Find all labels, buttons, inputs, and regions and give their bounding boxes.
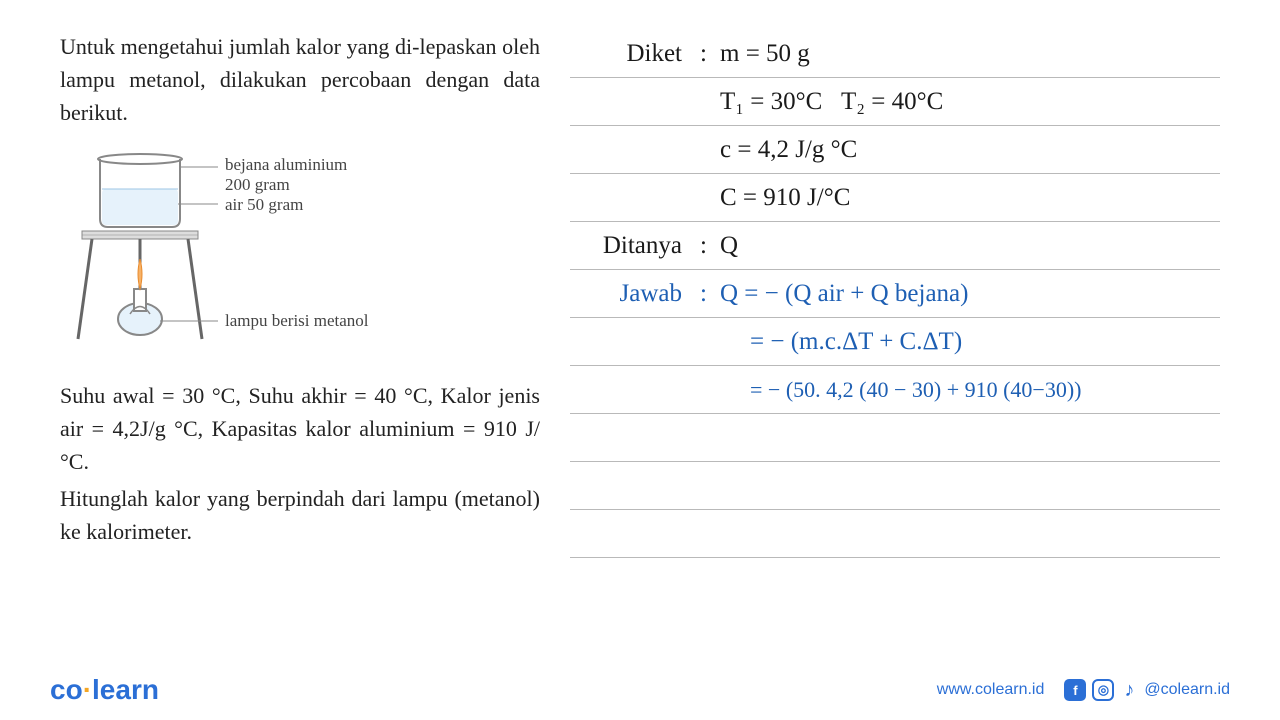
diket-label: Diket	[570, 40, 700, 68]
solution-panel: Diket : m = 50 g T₁ = 30°C T₂ = 40°C c =…	[570, 30, 1240, 640]
page-footer: co·learn www.colearn.id f ◎ ♪ @colearn.i…	[0, 660, 1280, 720]
diket-line-2: T₁ = 30°C T₂ = 40°C	[720, 88, 1220, 116]
notebook-area: Diket : m = 50 g T₁ = 30°C T₂ = 40°C c =…	[570, 30, 1220, 590]
instagram-icon: ◎	[1092, 679, 1114, 701]
social-icons: f ◎ ♪ @colearn.id	[1064, 679, 1230, 701]
label-beaker-mass: 200 gram	[225, 175, 290, 195]
jawab-label: Jawab	[570, 280, 700, 308]
problem-params: Suhu awal = 30 °C, Suhu akhir = 40 °C, K…	[60, 379, 540, 478]
problem-question: Hitunglah kalor yang berpindah dari lamp…	[60, 482, 540, 548]
tiktok-icon: ♪	[1120, 679, 1138, 701]
facebook-icon: f	[1064, 679, 1086, 701]
ditanya-label: Ditanya	[570, 232, 700, 260]
jawab-line-2: = − (m.c.ΔT + C.ΔT)	[720, 328, 1220, 356]
label-lamp: lampu berisi metanol	[225, 311, 369, 331]
label-beaker: bejana aluminium	[225, 155, 347, 175]
social-handle: @colearn.id	[1144, 681, 1230, 699]
diket-line-1: m = 50 g	[720, 40, 1220, 68]
label-water: air 50 gram	[225, 195, 303, 215]
diket-line-4: C = 910 J/°C	[720, 184, 1220, 212]
footer-url: www.colearn.id	[937, 681, 1045, 699]
problem-panel: Untuk mengetahui jumlah kalor yang di-le…	[60, 30, 570, 640]
brand-logo: co·learn	[50, 674, 159, 706]
ditanya-value: Q	[720, 232, 1220, 260]
experiment-diagram: bejana aluminium 200 gram air 50 gram la…	[60, 149, 540, 359]
jawab-line-3: = − (50. 4,2 (40 − 30) + 910 (40−30))	[720, 377, 1220, 403]
problem-intro: Untuk mengetahui jumlah kalor yang di-le…	[60, 30, 540, 129]
jawab-line-1: Q = − (Q air + Q bejana)	[720, 280, 1220, 308]
diket-line-3: c = 4,2 J/g °C	[720, 136, 1220, 164]
